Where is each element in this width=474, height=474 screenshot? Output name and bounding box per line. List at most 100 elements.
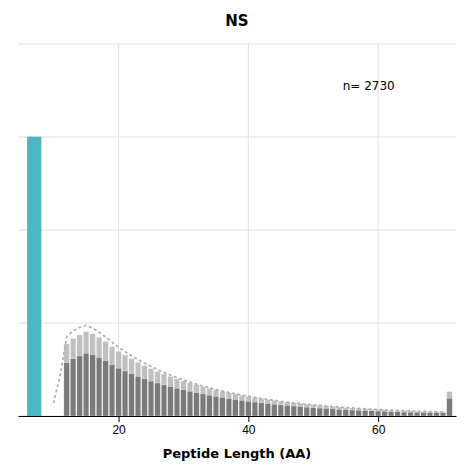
bar xyxy=(395,412,401,416)
bar xyxy=(349,410,355,416)
bar xyxy=(310,405,316,416)
y-grid-line xyxy=(18,137,456,138)
bar xyxy=(362,409,368,416)
y-grid-line xyxy=(18,44,456,45)
bar xyxy=(96,337,102,416)
x-tick-label: 60 xyxy=(372,423,386,437)
bar xyxy=(291,406,297,416)
x-grid-line xyxy=(248,44,249,416)
bar xyxy=(356,410,362,416)
bar xyxy=(323,406,329,416)
bar xyxy=(233,394,239,416)
bar xyxy=(155,371,161,416)
bar xyxy=(116,351,122,416)
x-tick: 60 xyxy=(372,416,386,437)
title: NS xyxy=(225,12,248,30)
annotation: n= 2730 xyxy=(343,79,395,93)
bar xyxy=(239,400,245,416)
bar xyxy=(434,413,440,416)
bar xyxy=(161,374,167,416)
bar xyxy=(285,406,291,416)
bar xyxy=(194,393,200,416)
bar xyxy=(200,387,206,416)
bar xyxy=(304,407,310,416)
bar xyxy=(259,398,265,416)
bar xyxy=(83,353,89,416)
bar xyxy=(129,359,135,416)
bar xyxy=(246,396,252,416)
bar xyxy=(265,404,271,416)
x-axis-line xyxy=(19,416,457,417)
bar xyxy=(103,341,109,416)
bar xyxy=(70,338,76,416)
bar xyxy=(356,408,362,416)
bar xyxy=(330,409,336,416)
bar xyxy=(323,409,329,416)
bar xyxy=(135,362,141,416)
bar xyxy=(90,334,96,416)
bar xyxy=(90,355,96,416)
bar xyxy=(122,371,128,416)
bar xyxy=(226,393,232,416)
bar xyxy=(103,361,109,416)
grid xyxy=(18,44,456,416)
bar xyxy=(369,411,375,416)
bar xyxy=(148,369,154,416)
bar xyxy=(252,397,258,416)
bar xyxy=(207,388,213,416)
bar xyxy=(310,408,316,416)
bar xyxy=(369,409,375,416)
bar xyxy=(64,363,70,416)
bar xyxy=(135,376,141,416)
bar-series xyxy=(64,332,452,416)
x-tick-mark xyxy=(248,416,249,422)
bar xyxy=(278,405,284,416)
bar xyxy=(213,390,219,416)
bar xyxy=(181,390,187,416)
bar xyxy=(336,407,342,416)
x-grid-line xyxy=(378,44,379,416)
bar xyxy=(375,411,381,416)
bar xyxy=(317,408,323,416)
bar xyxy=(220,391,226,416)
bar xyxy=(246,401,252,416)
bar xyxy=(421,412,427,416)
bar xyxy=(285,402,291,416)
bar xyxy=(336,409,342,416)
bar xyxy=(168,376,174,416)
x-tick: 40 xyxy=(242,416,256,437)
bar xyxy=(259,403,265,416)
bar xyxy=(155,383,161,416)
x-tick: 20 xyxy=(112,416,126,437)
bar xyxy=(122,355,128,416)
bar xyxy=(77,335,83,416)
bar xyxy=(109,347,115,416)
bar xyxy=(181,381,187,416)
chart: 204060NSPeptide Length (AA)n= 2730 xyxy=(0,0,474,474)
bar xyxy=(401,412,407,416)
bar xyxy=(388,412,394,416)
bar xyxy=(116,368,122,416)
bar xyxy=(272,404,278,416)
bar xyxy=(194,385,200,416)
bar xyxy=(291,403,297,416)
bar xyxy=(414,412,420,416)
bar xyxy=(70,359,76,416)
bar xyxy=(27,137,41,416)
x-tick-label: 40 xyxy=(242,423,256,437)
bar xyxy=(161,385,167,416)
bar xyxy=(142,379,148,416)
bar xyxy=(220,397,226,416)
bar xyxy=(207,395,213,416)
bar xyxy=(77,356,83,416)
bar xyxy=(317,405,323,416)
x-tick-label: 20 xyxy=(112,423,126,437)
bar xyxy=(440,413,446,416)
bar xyxy=(382,411,388,416)
plot-area xyxy=(27,137,452,416)
bar xyxy=(129,374,135,416)
bar xyxy=(174,379,180,416)
bar xyxy=(252,402,258,416)
bar xyxy=(272,400,278,416)
bar xyxy=(109,365,115,416)
